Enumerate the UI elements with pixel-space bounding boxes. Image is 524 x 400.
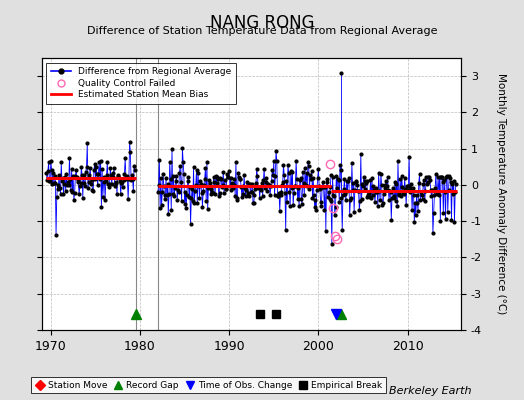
Text: Berkeley Earth: Berkeley Earth [389,386,472,396]
Text: NANG RONG: NANG RONG [210,14,314,32]
Legend: Difference from Regional Average, Quality Control Failed, Estimated Station Mean: Difference from Regional Average, Qualit… [47,62,236,104]
Y-axis label: Monthly Temperature Anomaly Difference (°C): Monthly Temperature Anomaly Difference (… [496,73,506,315]
Legend: Station Move, Record Gap, Time of Obs. Change, Empirical Break: Station Move, Record Gap, Time of Obs. C… [31,377,386,394]
Text: Difference of Station Temperature Data from Regional Average: Difference of Station Temperature Data f… [87,26,437,36]
